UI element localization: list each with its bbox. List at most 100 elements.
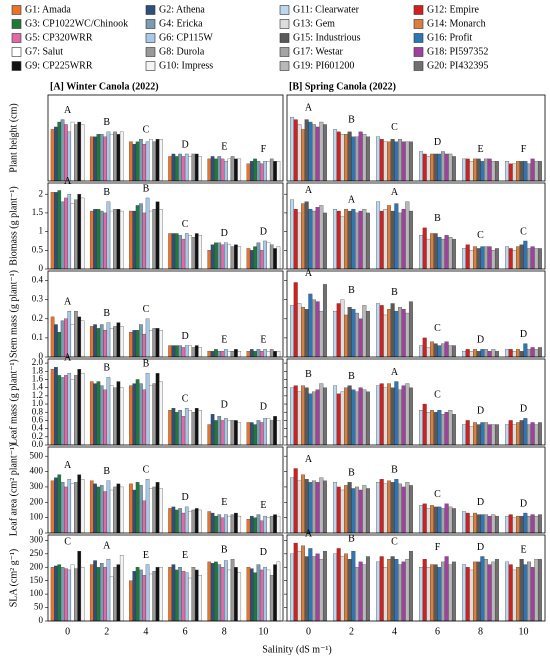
bar <box>315 301 320 358</box>
bar <box>174 412 179 446</box>
bar <box>426 567 431 622</box>
bar <box>256 349 261 358</box>
bar <box>184 572 189 622</box>
bar <box>451 508 456 534</box>
bar <box>340 556 345 622</box>
bar <box>304 309 309 358</box>
bar <box>484 422 488 446</box>
bar <box>116 134 121 182</box>
y-axis-title: Leaf area (cm² plant⁻¹) <box>8 444 19 537</box>
bar <box>398 307 402 358</box>
bar <box>405 559 410 622</box>
y-tick-label: 1.4 <box>32 382 44 392</box>
bar <box>89 564 94 622</box>
significance-letter: C <box>143 465 150 476</box>
bar <box>178 410 182 446</box>
bar <box>249 349 254 358</box>
bar <box>333 310 338 358</box>
significance-letter: A <box>305 268 313 279</box>
bar <box>224 349 228 358</box>
significance-letter: C <box>64 536 71 547</box>
bar <box>351 389 356 446</box>
bar <box>508 349 513 358</box>
bar <box>351 136 356 182</box>
bar <box>93 324 97 358</box>
significance-letter: E <box>221 497 227 508</box>
y-tick-label: 100 <box>30 512 44 522</box>
significance-letter: C <box>391 122 398 133</box>
bar <box>512 424 517 446</box>
bar <box>355 486 359 534</box>
significance-letter: B <box>348 371 355 382</box>
bar <box>462 248 467 270</box>
bar <box>293 119 298 182</box>
bar <box>340 299 345 358</box>
bar <box>534 161 539 182</box>
bar <box>405 201 410 270</box>
significance-letter: E <box>477 144 483 155</box>
y-tick-label: 2 <box>39 188 44 198</box>
bar <box>273 248 277 270</box>
bar <box>290 305 295 358</box>
bar <box>119 131 124 182</box>
bar <box>433 564 438 622</box>
bar <box>422 403 427 446</box>
bar <box>301 129 305 182</box>
bar <box>178 508 182 534</box>
x-tick-label: 0 <box>306 626 311 637</box>
significance-letter: B <box>434 213 441 224</box>
bar <box>355 212 359 270</box>
y-tick-label: 2.0 <box>32 357 44 367</box>
bar <box>263 567 267 622</box>
bar <box>308 548 313 622</box>
bar <box>308 482 313 534</box>
bar <box>344 387 348 446</box>
significance-letter: D <box>181 139 188 150</box>
bar <box>230 156 235 182</box>
bar <box>451 345 456 358</box>
bar <box>441 151 445 182</box>
bar <box>379 556 384 622</box>
bar <box>184 506 189 534</box>
bar <box>224 242 228 270</box>
bar <box>351 309 356 358</box>
bar <box>181 571 186 622</box>
bar <box>387 480 391 534</box>
bar <box>444 153 449 182</box>
bar <box>473 561 477 622</box>
bar <box>473 422 477 446</box>
bar <box>433 506 438 534</box>
bar <box>308 293 313 358</box>
significance-letter: E <box>221 335 227 346</box>
bar <box>383 483 388 534</box>
bar <box>145 373 150 446</box>
bar <box>67 131 72 182</box>
bar <box>512 163 517 182</box>
bar <box>60 377 65 446</box>
bar <box>96 486 101 534</box>
bar <box>220 517 225 534</box>
y-tick-label: 300 <box>30 534 44 544</box>
bar <box>273 351 277 358</box>
bar <box>249 161 254 182</box>
bar <box>387 309 391 358</box>
bar <box>256 564 261 622</box>
bar <box>263 349 267 358</box>
bar <box>191 153 196 182</box>
bar <box>362 485 367 534</box>
bar <box>491 424 496 446</box>
bar <box>491 514 496 534</box>
bar <box>249 568 254 622</box>
bar <box>57 121 62 182</box>
bar <box>217 156 222 182</box>
bar <box>129 141 133 182</box>
bar <box>253 246 257 270</box>
bar <box>152 383 157 446</box>
bar <box>315 482 320 534</box>
bar <box>476 158 481 182</box>
bar <box>129 483 133 534</box>
bar <box>419 345 424 358</box>
bar <box>537 248 542 270</box>
legend-label: G1: Amada <box>25 4 71 15</box>
significance-letter: B <box>103 363 110 374</box>
